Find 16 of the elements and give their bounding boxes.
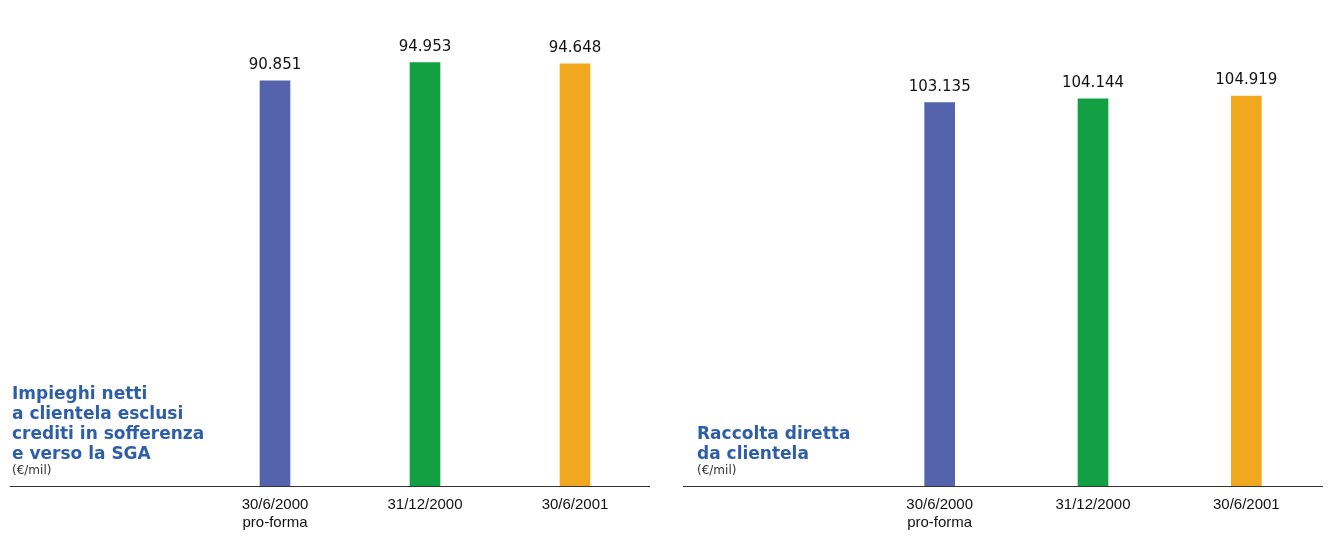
data-label: 90.851 <box>248 55 302 74</box>
x-tick-label: 30/6/2000 pro-forma <box>241 495 309 531</box>
data-label: 94.648 <box>548 38 602 57</box>
text: Impieghi netti a clientela esclusi crediti in sofferenza e verso la SGA <box>12 383 205 463</box>
y-axis-title: (€/mil) <box>12 463 52 477</box>
data-label: 103.135 <box>908 77 971 96</box>
data-label: 104.144 <box>1061 73 1125 92</box>
x-tick-label: 31/12/2000 <box>387 495 463 513</box>
x-tick-label: 30/6/2001 <box>541 495 609 513</box>
text: Raccolta diretta da clientela <box>697 423 851 463</box>
y-axis-title: (€/mil) <box>697 463 737 477</box>
data-label: 94.953 <box>398 36 452 55</box>
data-label: 104.919 <box>1215 70 1278 89</box>
x-tick-label: 30/6/2001 <box>1212 495 1280 513</box>
x-tick-label: 30/6/2000 pro-forma <box>906 495 974 531</box>
x-tick-label: 31/12/2000 <box>1055 495 1131 513</box>
